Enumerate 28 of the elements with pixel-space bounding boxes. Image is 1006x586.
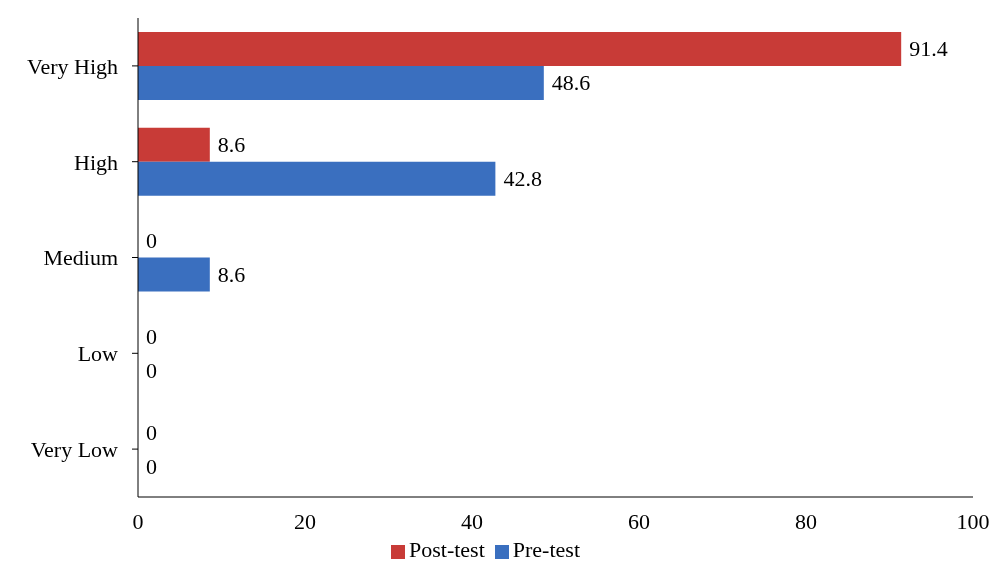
data-label: 48.6 bbox=[551, 70, 591, 96]
bar bbox=[138, 66, 544, 100]
bar bbox=[138, 161, 496, 196]
bar bbox=[138, 257, 210, 292]
legend-label: Pre-test bbox=[512, 537, 580, 562]
x-tick-label: 100 bbox=[956, 508, 990, 534]
data-label: 0 bbox=[146, 323, 157, 349]
x-tick-label: 40 bbox=[461, 508, 483, 534]
y-tick-label: Medium bbox=[43, 245, 118, 271]
x-tick-label: 80 bbox=[795, 508, 817, 534]
x-tick-label: 20 bbox=[294, 508, 316, 534]
data-label: 8.6 bbox=[217, 132, 246, 158]
data-label: 0 bbox=[146, 453, 157, 479]
x-tick-label: 60 bbox=[628, 508, 650, 534]
y-tick-label: Low bbox=[77, 341, 119, 367]
y-tick-label: High bbox=[74, 149, 118, 175]
data-label: 0 bbox=[146, 228, 157, 253]
data-label: 0 bbox=[146, 357, 157, 383]
bar bbox=[138, 32, 902, 66]
x-tick-label: 0 bbox=[132, 508, 144, 534]
data-label: 8.6 bbox=[217, 262, 246, 287]
data-label: 91.4 bbox=[909, 36, 948, 62]
y-tick-label: Very High bbox=[26, 53, 118, 79]
y-tick-label: Very Low bbox=[30, 436, 119, 462]
data-label: 42.8 bbox=[503, 166, 542, 192]
legend-label: Post-test bbox=[409, 537, 485, 562]
data-label: 0 bbox=[146, 419, 157, 445]
bar bbox=[138, 127, 210, 162]
